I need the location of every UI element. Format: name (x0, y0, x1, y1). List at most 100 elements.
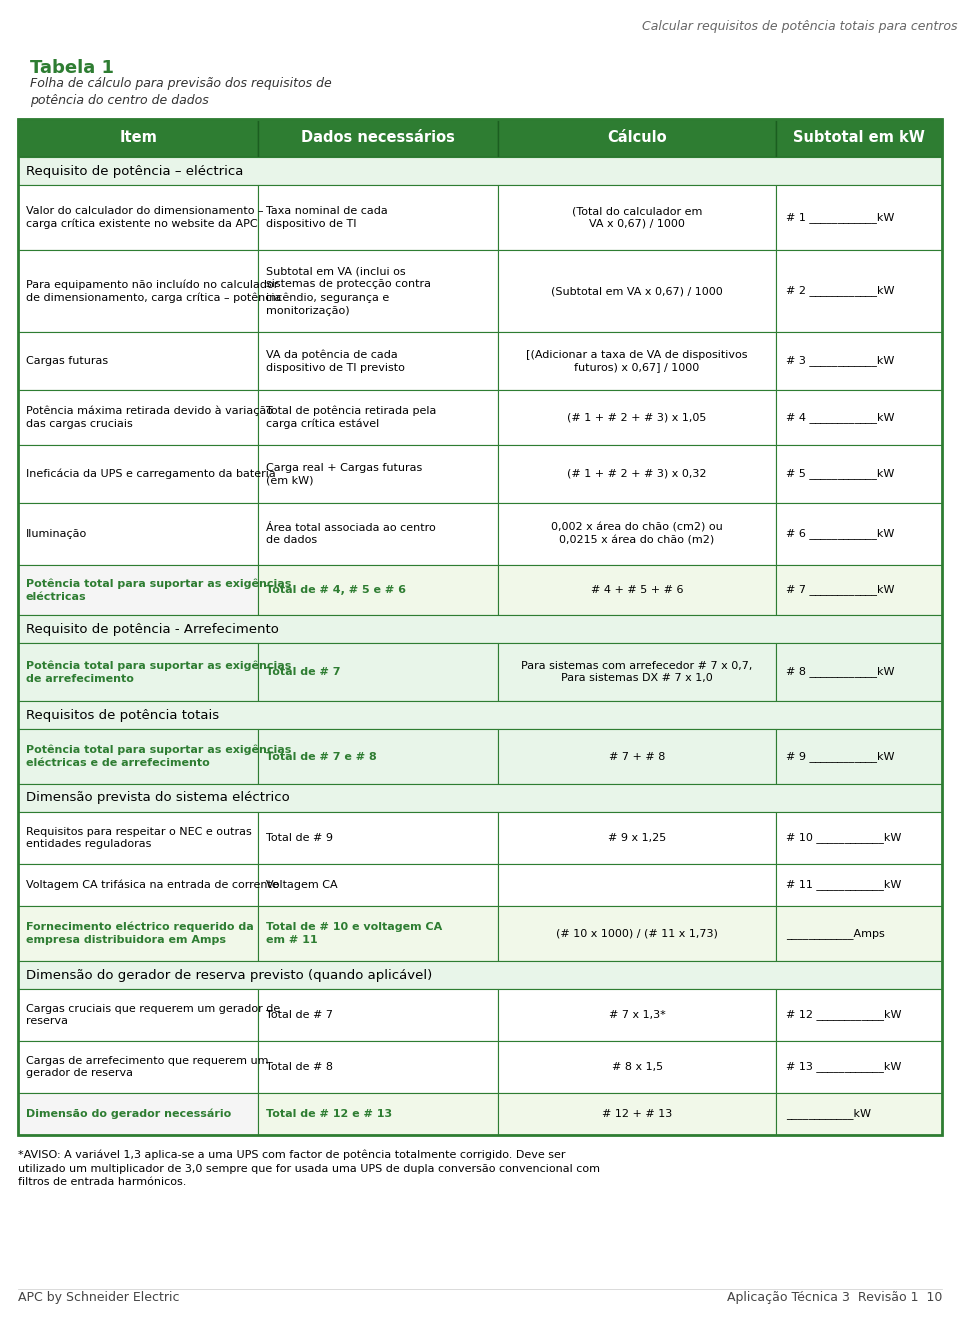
Text: Fornecimento eléctrico requerido da
empresa distribuidora em Amps: Fornecimento eléctrico requerido da empr… (26, 922, 253, 945)
FancyBboxPatch shape (776, 185, 942, 250)
Text: # 9 x 1,25: # 9 x 1,25 (608, 833, 666, 843)
FancyBboxPatch shape (776, 1041, 942, 1094)
Text: # 1 ____________kW: # 1 ____________kW (785, 212, 894, 222)
Text: # 4 ____________kW: # 4 ____________kW (785, 412, 894, 422)
Text: # 3 ____________kW: # 3 ____________kW (785, 356, 894, 367)
Text: Área total associada ao centro
de dados: Área total associada ao centro de dados (266, 523, 436, 545)
Text: Calcular requisitos de potência totais para centros de dados: Calcular requisitos de potência totais p… (641, 20, 960, 33)
FancyBboxPatch shape (18, 1041, 258, 1094)
FancyBboxPatch shape (18, 700, 942, 730)
FancyBboxPatch shape (776, 989, 942, 1041)
FancyBboxPatch shape (258, 643, 498, 700)
Text: # 5 ____________kW: # 5 ____________kW (785, 469, 894, 479)
FancyBboxPatch shape (258, 332, 498, 391)
FancyBboxPatch shape (776, 119, 942, 158)
FancyBboxPatch shape (776, 812, 942, 865)
Text: Total de # 4, # 5 e # 6: Total de # 4, # 5 e # 6 (266, 585, 406, 594)
Text: # 12 ____________kW: # 12 ____________kW (785, 1009, 901, 1021)
FancyBboxPatch shape (18, 565, 258, 616)
FancyBboxPatch shape (498, 1094, 776, 1135)
FancyBboxPatch shape (776, 445, 942, 503)
FancyBboxPatch shape (776, 865, 942, 906)
Text: # 9 ____________kW: # 9 ____________kW (785, 751, 894, 761)
Text: (# 1 + # 2 + # 3) x 0,32: (# 1 + # 2 + # 3) x 0,32 (567, 469, 707, 479)
FancyBboxPatch shape (498, 812, 776, 865)
Text: # 8 x 1,5: # 8 x 1,5 (612, 1062, 662, 1072)
Text: Item: Item (119, 131, 157, 146)
FancyBboxPatch shape (18, 961, 942, 989)
FancyBboxPatch shape (498, 643, 776, 700)
FancyBboxPatch shape (258, 1041, 498, 1094)
FancyBboxPatch shape (18, 1094, 258, 1135)
FancyBboxPatch shape (498, 185, 776, 250)
FancyBboxPatch shape (498, 332, 776, 391)
Text: # 13 ____________kW: # 13 ____________kW (785, 1062, 901, 1072)
FancyBboxPatch shape (18, 784, 942, 812)
FancyBboxPatch shape (18, 158, 942, 185)
Text: Total de # 7: Total de # 7 (266, 667, 341, 677)
Text: Para equipamento não incluído no calculador
de dimensionamento, carga crítica – : Para equipamento não incluído no calcula… (26, 279, 281, 303)
FancyBboxPatch shape (258, 865, 498, 906)
Text: Cargas de arrefecimento que requerem um
gerador de reserva: Cargas de arrefecimento que requerem um … (26, 1055, 269, 1079)
Text: Potência total para suportar as exigências
de arrefecimento: Potência total para suportar as exigênci… (26, 661, 292, 683)
FancyBboxPatch shape (18, 250, 258, 332)
FancyBboxPatch shape (18, 730, 258, 784)
Text: Voltagem CA trifásica na entrada de corrente: Voltagem CA trifásica na entrada de corr… (26, 879, 278, 890)
Text: ____________Amps: ____________Amps (785, 928, 884, 939)
FancyBboxPatch shape (498, 989, 776, 1041)
FancyBboxPatch shape (498, 865, 776, 906)
Text: # 7 + # 8: # 7 + # 8 (609, 752, 665, 761)
Text: Subtotal em kW: Subtotal em kW (793, 131, 924, 146)
FancyBboxPatch shape (258, 812, 498, 865)
FancyBboxPatch shape (258, 250, 498, 332)
FancyBboxPatch shape (18, 503, 258, 565)
FancyBboxPatch shape (498, 391, 776, 445)
Text: Folha de cálculo para previsão dos requisitos de
potência do centro de dados: Folha de cálculo para previsão dos requi… (30, 77, 332, 107)
FancyBboxPatch shape (18, 332, 258, 391)
Text: Potência total para suportar as exigências
eléctricas: Potência total para suportar as exigênci… (26, 579, 292, 601)
Text: (# 1 + # 2 + # 3) x 1,05: (# 1 + # 2 + # 3) x 1,05 (567, 413, 707, 422)
FancyBboxPatch shape (18, 989, 258, 1041)
Text: # 4 + # 5 + # 6: # 4 + # 5 + # 6 (590, 585, 684, 594)
Text: Para sistemas com arrefecedor # 7 x 0,7,
Para sistemas DX # 7 x 1,0: Para sistemas com arrefecedor # 7 x 0,7,… (521, 661, 753, 683)
FancyBboxPatch shape (498, 565, 776, 616)
Text: Requisito de potência - Arrefecimento: Requisito de potência - Arrefecimento (26, 622, 278, 636)
Text: Valor do calculador do dimensionamento –
carga crítica existente no website da A: Valor do calculador do dimensionamento –… (26, 205, 264, 229)
FancyBboxPatch shape (498, 730, 776, 784)
FancyBboxPatch shape (18, 445, 258, 503)
Text: ____________kW: ____________kW (785, 1108, 871, 1120)
Text: Tabela 1: Tabela 1 (30, 60, 114, 77)
Text: # 2 ____________kW: # 2 ____________kW (785, 286, 894, 297)
Text: (# 10 x 1000) / (# 11 x 1,73): (# 10 x 1000) / (# 11 x 1,73) (556, 928, 718, 939)
Text: Total de # 9: Total de # 9 (266, 833, 333, 843)
Text: Requisitos para respeitar o NEC e outras
entidades reguladoras: Requisitos para respeitar o NEC e outras… (26, 826, 252, 850)
Text: (Subtotal em VA x 0,67) / 1000: (Subtotal em VA x 0,67) / 1000 (551, 286, 723, 297)
Text: Total de # 7: Total de # 7 (266, 1010, 333, 1019)
Text: APC by Schneider Electric: APC by Schneider Electric (18, 1291, 180, 1304)
FancyBboxPatch shape (258, 565, 498, 616)
FancyBboxPatch shape (258, 185, 498, 250)
FancyBboxPatch shape (18, 812, 258, 865)
Text: Requisito de potência – eléctrica: Requisito de potência – eléctrica (26, 164, 244, 177)
FancyBboxPatch shape (498, 906, 776, 961)
FancyBboxPatch shape (498, 445, 776, 503)
FancyBboxPatch shape (258, 906, 498, 961)
Text: Total de # 8: Total de # 8 (266, 1062, 333, 1072)
FancyBboxPatch shape (776, 906, 942, 961)
Text: # 10 ____________kW: # 10 ____________kW (785, 833, 901, 843)
Text: # 7 x 1,3*: # 7 x 1,3* (609, 1010, 665, 1019)
Text: Taxa nominal de cada
dispositivo de TI: Taxa nominal de cada dispositivo de TI (266, 207, 388, 229)
FancyBboxPatch shape (18, 119, 258, 158)
FancyBboxPatch shape (776, 332, 942, 391)
Text: # 7 ____________kW: # 7 ____________kW (785, 585, 894, 596)
Text: Subtotal em VA (inclui os
sistemas de protecção contra
incêndio, segurança e
mon: Subtotal em VA (inclui os sistemas de pr… (266, 266, 431, 315)
Text: *AVISO: A variável 1,3 aplica-se a uma UPS com factor de potência totalmente cor: *AVISO: A variável 1,3 aplica-se a uma U… (18, 1151, 600, 1186)
FancyBboxPatch shape (18, 865, 258, 906)
Text: Dimensão do gerador de reserva previsto (quando aplicável): Dimensão do gerador de reserva previsto … (26, 968, 432, 981)
Text: Cargas cruciais que requerem um gerador de
reserva: Cargas cruciais que requerem um gerador … (26, 1004, 280, 1026)
FancyBboxPatch shape (258, 1094, 498, 1135)
FancyBboxPatch shape (498, 250, 776, 332)
Text: Total de # 12 e # 13: Total de # 12 e # 13 (266, 1110, 393, 1119)
Text: Iluminação: Iluminação (26, 530, 87, 539)
Text: Potência máxima retirada devido à variação
das cargas cruciais: Potência máxima retirada devido à variaç… (26, 406, 273, 429)
